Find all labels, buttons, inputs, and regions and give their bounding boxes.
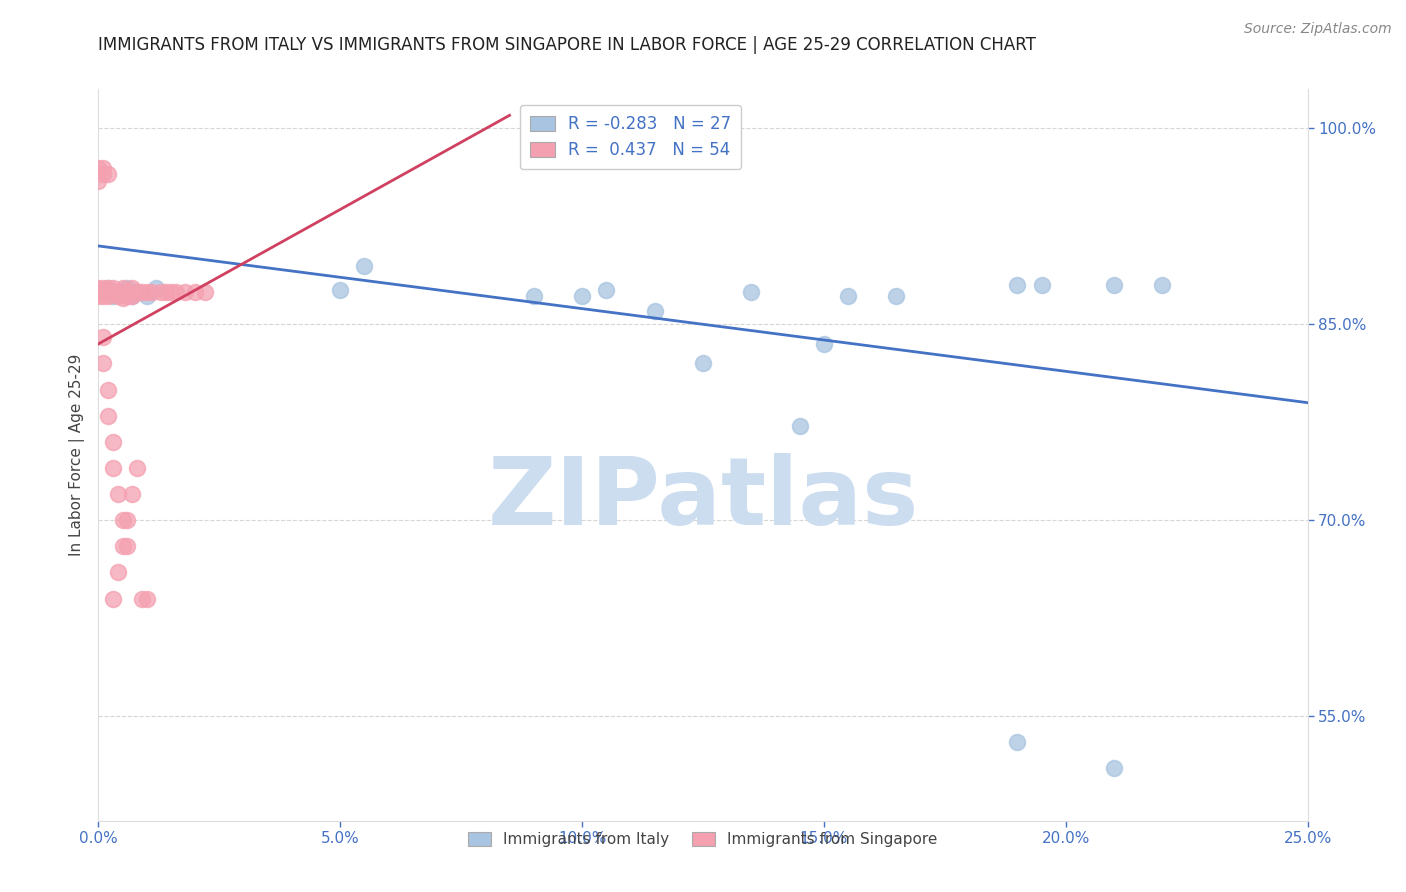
Point <box>101 281 124 295</box>
Text: Source: ZipAtlas.com: Source: ZipAtlas.com <box>1244 22 1392 37</box>
Point <box>135 591 157 606</box>
Point <box>150 285 173 299</box>
Point <box>131 285 153 299</box>
Point <box>135 285 157 299</box>
Point <box>101 461 124 475</box>
Point <box>117 285 139 299</box>
Point <box>1102 278 1125 293</box>
Point <box>329 284 352 298</box>
Point <box>595 284 617 298</box>
Point <box>101 591 124 606</box>
Legend: Immigrants from Italy, Immigrants from Singapore: Immigrants from Italy, Immigrants from S… <box>463 826 943 854</box>
Point <box>111 285 134 299</box>
Point <box>127 285 149 299</box>
Point <box>117 281 139 295</box>
Text: IMMIGRANTS FROM ITALY VS IMMIGRANTS FROM SINGAPORE IN LABOR FORCE | AGE 25-29 CO: IMMIGRANTS FROM ITALY VS IMMIGRANTS FROM… <box>98 36 1036 54</box>
Point <box>97 281 120 295</box>
Point <box>97 383 120 397</box>
Point <box>91 288 114 302</box>
Point <box>101 288 124 302</box>
Point <box>127 461 149 475</box>
Point <box>97 288 120 302</box>
Point <box>145 281 167 295</box>
Point <box>1007 278 1029 293</box>
Point <box>87 161 110 175</box>
Point <box>121 288 143 302</box>
Point <box>523 288 546 302</box>
Point <box>117 513 139 527</box>
Point <box>644 304 666 318</box>
Point <box>107 566 129 580</box>
Point <box>107 487 129 501</box>
Point <box>111 513 134 527</box>
Point <box>194 285 217 299</box>
Point <box>101 434 124 449</box>
Point <box>886 288 908 302</box>
Point <box>165 285 187 299</box>
Point <box>813 337 835 351</box>
Point <box>91 167 114 181</box>
Point <box>91 285 114 299</box>
Y-axis label: In Labor Force | Age 25-29: In Labor Force | Age 25-29 <box>69 354 86 556</box>
Point <box>87 288 110 302</box>
Point <box>87 285 110 299</box>
Point <box>127 285 149 299</box>
Point <box>692 357 714 371</box>
Point <box>97 285 120 299</box>
Point <box>91 330 114 344</box>
Point <box>111 291 134 305</box>
Point <box>97 167 120 181</box>
Point <box>107 288 129 302</box>
Point <box>101 285 124 299</box>
Point <box>91 285 114 299</box>
Point <box>91 161 114 175</box>
Point <box>97 409 120 423</box>
Point <box>111 281 134 295</box>
Point <box>174 285 197 299</box>
Point <box>91 281 114 295</box>
Point <box>87 284 110 298</box>
Point <box>155 285 177 299</box>
Point <box>837 288 859 302</box>
Point <box>1007 735 1029 749</box>
Point <box>111 285 134 299</box>
Point <box>135 288 157 302</box>
Point <box>184 285 207 299</box>
Point <box>141 285 163 299</box>
Point <box>1152 278 1174 293</box>
Point <box>740 285 762 299</box>
Point <box>121 281 143 295</box>
Point <box>117 288 139 302</box>
Point <box>87 173 110 188</box>
Point <box>117 539 139 553</box>
Point <box>97 281 120 295</box>
Point <box>160 285 183 299</box>
Point <box>131 591 153 606</box>
Point <box>87 281 110 295</box>
Point <box>121 487 143 501</box>
Point <box>571 288 593 302</box>
Point <box>353 259 375 273</box>
Point <box>91 357 114 371</box>
Point <box>1102 761 1125 775</box>
Point <box>1031 278 1053 293</box>
Point <box>789 419 811 434</box>
Point <box>111 539 134 553</box>
Point <box>121 288 143 302</box>
Point <box>107 285 129 299</box>
Text: ZIPatlas: ZIPatlas <box>488 453 918 545</box>
